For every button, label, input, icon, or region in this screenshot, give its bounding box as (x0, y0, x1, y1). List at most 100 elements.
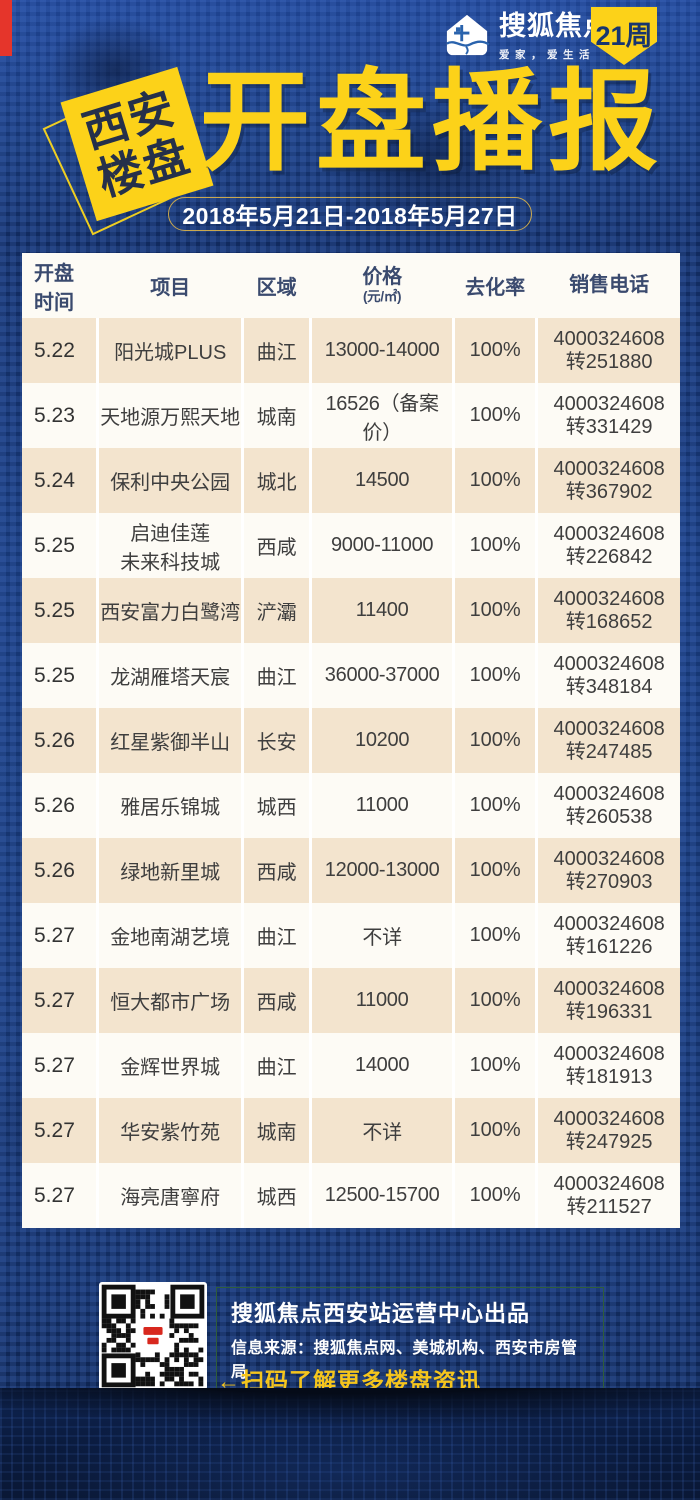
cell-rate: 100% (455, 773, 536, 838)
cell-price: 10200 (312, 708, 452, 773)
produced-by-text: 搜狐焦点西安站运营中心出品 (231, 1301, 531, 1326)
header-price: 价格 (元/㎡) (312, 253, 452, 318)
header-time: 开盘 时间 (34, 262, 74, 314)
cell-rate: 100% (455, 1033, 536, 1098)
table-row: 5.27 华安紫竹苑 城南 不详 100% 4000324608 转247925 (22, 1098, 680, 1163)
info-source-text: 信息来源：搜狐焦点网、美城机构、西安市房管局 (231, 1340, 578, 1381)
cell-project: 绿地新里城 (99, 838, 242, 903)
cell-rate: 100% (455, 318, 536, 383)
city-skyline-image (0, 1388, 700, 1500)
table-row: 5.26 绿地新里城 西咸 12000-13000 100% 4000324608 转27… (22, 838, 680, 903)
cell-phone: 4000324608 转260538 (538, 773, 680, 838)
main-title: 开盘播报 (200, 61, 664, 184)
cell-project: 启迪佳莲 未来科技城 (99, 513, 242, 578)
header-region: 区域 (256, 277, 297, 299)
cell-rate: 100% (455, 1098, 536, 1163)
cell-rate: 100% (455, 903, 536, 968)
header-project: 项目 (150, 277, 191, 299)
cell-time: 5.25 (22, 578, 97, 643)
table-header-row: 开盘 时间 项目 区域 价格 (元/㎡) 去化率 销售电话 (22, 253, 680, 318)
cell-price: 不详 (312, 1098, 452, 1163)
cell-rate: 100% (455, 383, 536, 448)
cell-price: 11000 (312, 773, 452, 838)
cell-project: 保利中央公园 (99, 448, 242, 513)
qr-code (99, 1282, 207, 1390)
cell-price: 不详 (312, 903, 452, 968)
header-price-unit: (元/㎡) (362, 288, 402, 304)
cell-phone: 4000324608 转211527 (538, 1163, 680, 1228)
cell-phone: 4000324608 转168652 (538, 578, 680, 643)
cell-rate: 100% (455, 643, 536, 708)
table-row: 5.22 阳光城PLUS 曲江 13000-14000 100% 4000324608 转… (22, 318, 680, 383)
table-row: 5.27 恒大都市广场 西咸 11000 100% 4000324608 转196331 (22, 968, 680, 1033)
cell-region: 曲江 (244, 643, 310, 708)
table-row: 5.27 金辉世界城 曲江 14000 100% 4000324608 转181913 (22, 1033, 680, 1098)
cell-region: 西咸 (244, 513, 310, 578)
cell-price: 14500 (312, 448, 452, 513)
cell-rate: 100% (455, 838, 536, 903)
cell-region: 城西 (244, 1163, 310, 1228)
cell-time: 5.27 (22, 968, 97, 1033)
table-row: 5.27 海亮唐寧府 城西 12500-15700 100% 4000324608 转21… (22, 1163, 680, 1228)
cell-time: 5.26 (22, 838, 97, 903)
cell-project: 西安富力白鹭湾 (99, 578, 242, 643)
cell-rate: 100% (455, 1163, 536, 1228)
table-row: 5.25 启迪佳莲 未来科技城 西咸 9000-11000 100% 4000324608… (22, 513, 680, 578)
cell-price: 12500-15700 (312, 1163, 452, 1228)
cell-region: 浐灞 (244, 578, 310, 643)
cell-phone: 4000324608 转196331 (538, 968, 680, 1033)
brand-header: 搜狐焦点 爱家，爱生活 (444, 11, 611, 63)
cell-phone: 4000324608 转247925 (538, 1098, 680, 1163)
cell-project: 阳光城PLUS (99, 318, 242, 383)
cell-rate: 100% (455, 708, 536, 773)
cell-price: 14000 (312, 1033, 452, 1098)
cell-region: 曲江 (244, 903, 310, 968)
table-row: 5.27 金地南湖艺境 曲江 不详 100% 4000324608 转161226 (22, 903, 680, 968)
cell-time: 5.27 (22, 1098, 97, 1163)
cell-price: 11000 (312, 968, 452, 1033)
cell-phone: 4000324608 转348184 (538, 643, 680, 708)
date-range-pill: 2018年5月21日-2018年5月27日 (168, 197, 532, 231)
cell-rate: 100% (455, 448, 536, 513)
cell-region: 城南 (244, 1098, 310, 1163)
brand-tagline: 爱家，爱生活 (499, 48, 595, 61)
cell-project: 华安紫竹苑 (99, 1098, 242, 1163)
openings-table: 开盘 时间 项目 区域 价格 (元/㎡) 去化率 销售电话 5.22 阳光城PLU… (22, 253, 680, 1228)
cell-time: 5.27 (22, 903, 97, 968)
cell-region: 曲江 (244, 318, 310, 383)
table-body: 5.22 阳光城PLUS 曲江 13000-14000 100% 4000324608 转… (22, 318, 680, 1228)
cell-phone: 4000324608 转226842 (538, 513, 680, 578)
cell-time: 5.27 (22, 1033, 97, 1098)
cell-project: 天地源万熙天地 (99, 383, 242, 448)
cell-project: 金地南湖艺境 (99, 903, 242, 968)
cell-time: 5.27 (22, 1163, 97, 1228)
cell-price: 13000-14000 (312, 318, 452, 383)
cell-phone: 4000324608 转367902 (538, 448, 680, 513)
cell-phone: 4000324608 转161226 (538, 903, 680, 968)
table-row: 5.25 龙湖雁塔天宸 曲江 36000-37000 100% 4000324608 转3… (22, 643, 680, 708)
cell-project: 海亮唐寧府 (99, 1163, 242, 1228)
cell-rate: 100% (455, 513, 536, 578)
header-price-label: 价格 (362, 265, 402, 288)
cell-phone: 4000324608 转331429 (538, 383, 680, 448)
cell-price: 16526（备案价） (312, 383, 452, 448)
cell-price: 36000-37000 (312, 643, 452, 708)
table-row: 5.23 天地源万熙天地 城南 16526（备案价） 100% 4000324608 转3… (22, 383, 680, 448)
cell-phone: 4000324608 转251880 (538, 318, 680, 383)
cell-project: 红星紫御半山 (99, 708, 242, 773)
cell-time: 5.26 (22, 708, 97, 773)
cell-project: 恒大都市广场 (99, 968, 242, 1033)
cell-region: 长安 (244, 708, 310, 773)
table-row: 5.24 保利中央公园 城北 14500 100% 4000324608 转367902 (22, 448, 680, 513)
cell-time: 5.24 (22, 448, 97, 513)
header-rate: 去化率 (465, 277, 526, 299)
cell-rate: 100% (455, 968, 536, 1033)
top-left-red-bar (0, 0, 12, 56)
cell-price: 9000-11000 (312, 513, 452, 578)
cell-time: 5.25 (22, 513, 97, 578)
cell-time: 5.26 (22, 773, 97, 838)
cell-region: 城南 (244, 383, 310, 448)
cell-project: 龙湖雁塔天宸 (99, 643, 242, 708)
cell-time: 5.22 (22, 318, 97, 383)
cell-phone: 4000324608 转270903 (538, 838, 680, 903)
